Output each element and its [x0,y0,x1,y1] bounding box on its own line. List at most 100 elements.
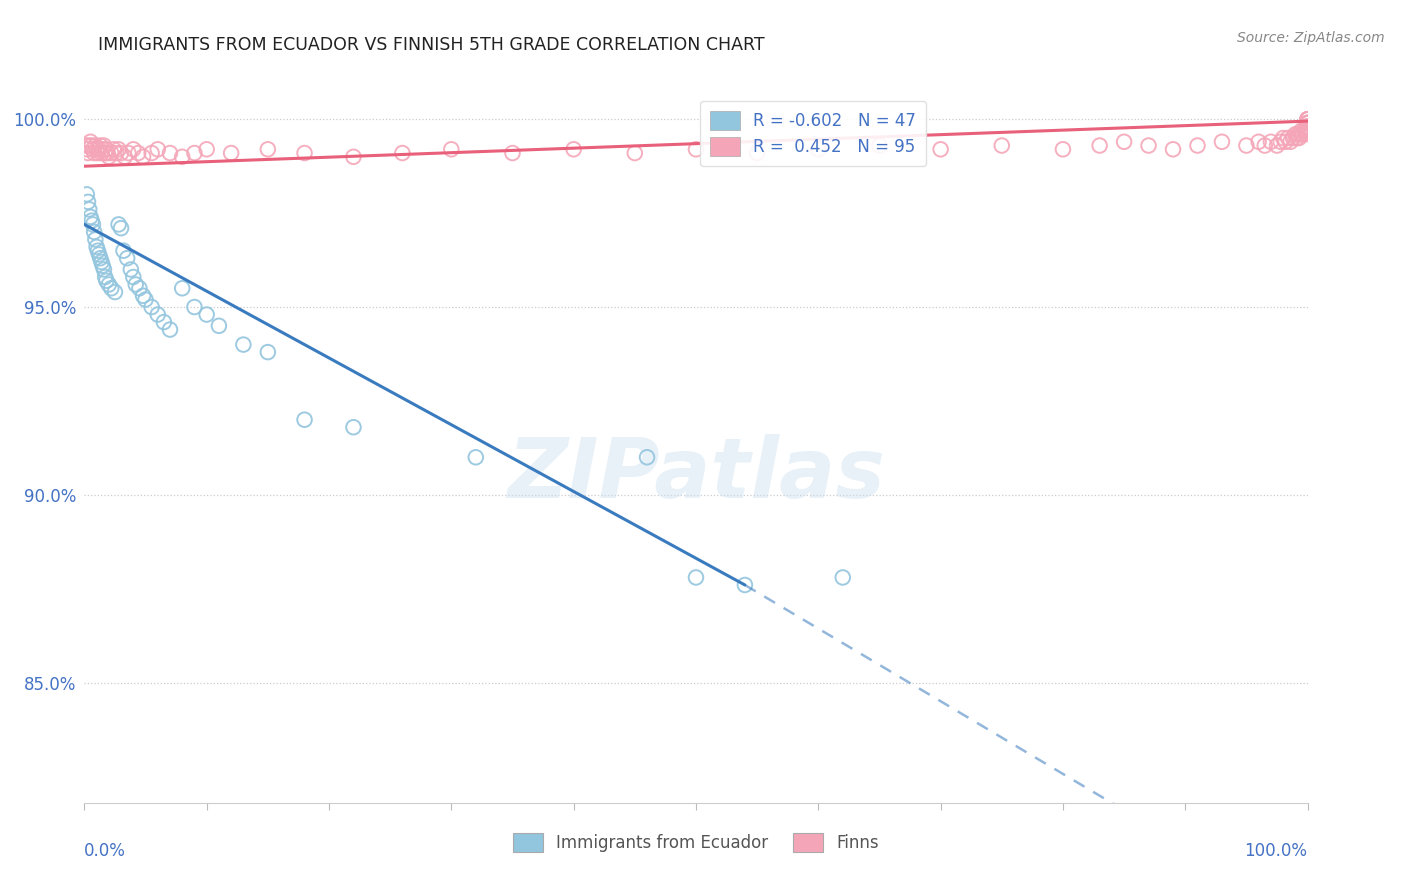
Point [1296,120,1319,134]
Point [219,146,242,161]
Point [1052,142,1074,156]
Text: ZIPatlas: ZIPatlas [508,434,884,515]
Point [80,213,103,227]
Point [153,315,176,329]
Point [1277,131,1299,145]
Point [1088,138,1111,153]
Point [183,300,205,314]
Point [1292,123,1315,137]
Point [1247,135,1270,149]
Point [440,142,463,156]
Point [128,281,150,295]
Point [1270,135,1292,149]
Point [831,570,853,584]
Point [110,146,132,161]
Point [1114,135,1136,149]
Point [1296,112,1319,127]
Point [869,138,891,153]
Point [1282,131,1305,145]
Point [97,277,120,292]
Legend: Immigrants from Ecuador, Finns: Immigrants from Ecuador, Finns [506,826,886,859]
Point [77,202,100,217]
Point [159,322,181,336]
Point [112,244,135,258]
Point [100,281,122,295]
Point [96,142,118,156]
Point [342,150,364,164]
Point [87,142,110,156]
Point [93,138,115,153]
Point [94,146,117,161]
Point [84,138,107,153]
Point [82,142,104,156]
Point [502,146,524,161]
Point [1279,135,1302,149]
Point [80,138,103,153]
Text: 100.0%: 100.0% [1244,842,1308,860]
Y-axis label: 5th Grade: 5th Grade [0,408,1,484]
Text: Source: ZipAtlas.com: Source: ZipAtlas.com [1237,31,1385,45]
Point [734,578,756,592]
Point [1260,135,1282,149]
Point [1296,116,1319,130]
Point [146,308,169,322]
Point [1294,128,1316,142]
Point [172,150,194,164]
Point [97,150,120,164]
Point [195,142,218,156]
Point [1296,120,1319,134]
Point [562,142,585,156]
Point [1296,123,1319,137]
Point [104,285,127,299]
Point [132,289,155,303]
Point [685,142,707,156]
Point [90,255,112,269]
Point [232,337,254,351]
Point [1296,112,1319,127]
Point [122,270,145,285]
Point [89,251,111,265]
Point [342,420,364,434]
Point [97,146,120,161]
Point [91,142,114,156]
Point [91,259,114,273]
Point [257,142,280,156]
Text: 0.0%: 0.0% [84,842,127,860]
Point [86,142,108,156]
Point [132,150,155,164]
Point [1254,138,1277,153]
Point [77,138,100,153]
Point [1296,112,1319,127]
Point [991,138,1014,153]
Point [120,262,142,277]
Point [114,150,136,164]
Point [100,146,122,161]
Point [141,300,163,314]
Point [294,413,316,427]
Point [1286,128,1309,142]
Point [1295,123,1317,137]
Point [96,274,118,288]
Point [107,142,129,156]
Point [208,318,231,333]
Point [1137,138,1160,153]
Point [1211,135,1233,149]
Point [117,146,139,161]
Point [107,218,129,232]
Point [87,247,110,261]
Point [89,138,111,153]
Point [195,308,218,322]
Point [807,142,830,156]
Point [1161,142,1184,156]
Point [1296,112,1319,127]
Point [75,138,97,153]
Point [87,244,110,258]
Point [1296,116,1319,130]
Point [1296,123,1319,137]
Point [115,251,138,265]
Point [636,450,658,465]
Point [1292,128,1315,142]
Point [83,146,105,161]
Text: IMMIGRANTS FROM ECUADOR VS FINNISH 5TH GRADE CORRELATION CHART: IMMIGRANTS FROM ECUADOR VS FINNISH 5TH G… [98,36,765,54]
Point [1274,135,1296,149]
